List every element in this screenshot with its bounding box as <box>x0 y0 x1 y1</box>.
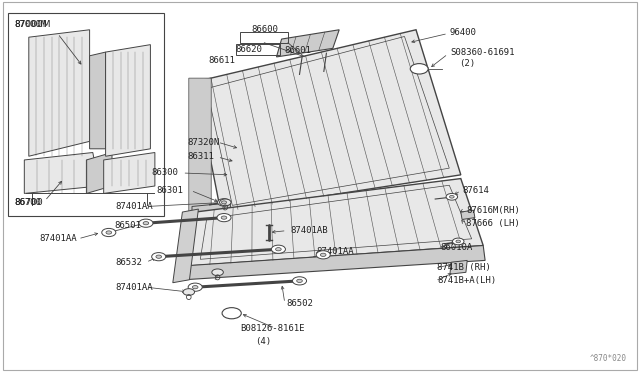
Text: 87616M(RH): 87616M(RH) <box>466 206 520 215</box>
Bar <box>236 44 280 55</box>
Polygon shape <box>90 52 106 149</box>
Polygon shape <box>276 30 339 57</box>
Text: 86501: 86501 <box>114 221 141 230</box>
Polygon shape <box>173 209 198 283</box>
Polygon shape <box>192 203 230 221</box>
Polygon shape <box>106 45 150 156</box>
Text: 86700: 86700 <box>14 198 41 207</box>
Text: 87401AA: 87401AA <box>40 234 77 243</box>
Circle shape <box>139 219 153 227</box>
Circle shape <box>292 277 307 285</box>
Circle shape <box>222 308 241 319</box>
Circle shape <box>188 283 202 291</box>
Text: 87666 (LH): 87666 (LH) <box>466 219 520 228</box>
Text: 87401AA: 87401AA <box>317 247 355 256</box>
Text: S: S <box>417 64 422 73</box>
Text: 86611: 86611 <box>208 56 235 65</box>
Circle shape <box>452 238 464 245</box>
Text: 86311: 86311 <box>187 153 214 161</box>
Text: S08360-61691: S08360-61691 <box>450 48 515 57</box>
Text: 86601: 86601 <box>285 46 312 55</box>
Circle shape <box>316 251 330 259</box>
Text: 87320N: 87320N <box>187 138 219 147</box>
Circle shape <box>271 245 285 253</box>
Text: 86700: 86700 <box>14 198 43 207</box>
Text: 87401AA: 87401AA <box>115 283 153 292</box>
Text: (4): (4) <box>255 337 271 346</box>
Polygon shape <box>104 153 155 193</box>
Text: 86532: 86532 <box>115 258 142 267</box>
Text: 86600: 86600 <box>251 25 278 34</box>
Text: 8741B (RH): 8741B (RH) <box>437 263 491 272</box>
Text: 86502: 86502 <box>287 299 314 308</box>
Bar <box>8 13 164 216</box>
Text: B08126-8161E: B08126-8161E <box>240 324 305 333</box>
Circle shape <box>156 255 161 258</box>
Text: 87401AB: 87401AB <box>290 226 328 235</box>
Circle shape <box>221 216 227 219</box>
Polygon shape <box>195 30 461 212</box>
Circle shape <box>220 199 231 206</box>
Polygon shape <box>86 153 112 193</box>
Circle shape <box>221 201 227 204</box>
Text: ^870*020: ^870*020 <box>590 354 627 363</box>
Text: 96400: 96400 <box>450 28 477 37</box>
Circle shape <box>321 253 326 256</box>
Circle shape <box>410 64 428 74</box>
Circle shape <box>217 214 231 222</box>
Circle shape <box>297 279 302 282</box>
Polygon shape <box>24 153 99 193</box>
Circle shape <box>143 222 148 225</box>
Text: 86010A: 86010A <box>440 243 472 252</box>
Text: 87614: 87614 <box>462 186 489 195</box>
Text: 86301: 86301 <box>157 186 184 195</box>
Polygon shape <box>189 179 483 266</box>
Circle shape <box>446 193 458 200</box>
Polygon shape <box>461 210 475 219</box>
Circle shape <box>449 195 454 198</box>
Circle shape <box>276 248 281 251</box>
Text: (2): (2) <box>460 60 476 68</box>
Circle shape <box>456 240 461 243</box>
Text: 86300: 86300 <box>152 169 179 177</box>
Text: 87000M: 87000M <box>14 20 51 29</box>
Circle shape <box>106 231 111 234</box>
Text: 87000M: 87000M <box>14 20 46 29</box>
Circle shape <box>193 286 198 289</box>
Circle shape <box>102 228 116 237</box>
Circle shape <box>212 269 223 276</box>
Text: B: B <box>229 309 234 318</box>
Polygon shape <box>182 246 485 280</box>
Polygon shape <box>189 78 211 218</box>
Polygon shape <box>29 30 90 156</box>
Text: 8741B+A(LH): 8741B+A(LH) <box>437 276 496 285</box>
Text: 86620: 86620 <box>236 45 262 54</box>
Bar <box>240 32 288 43</box>
Circle shape <box>183 289 195 295</box>
Circle shape <box>152 253 166 261</box>
Polygon shape <box>450 260 467 274</box>
Text: 87401AA: 87401AA <box>115 202 153 211</box>
Circle shape <box>218 199 230 206</box>
